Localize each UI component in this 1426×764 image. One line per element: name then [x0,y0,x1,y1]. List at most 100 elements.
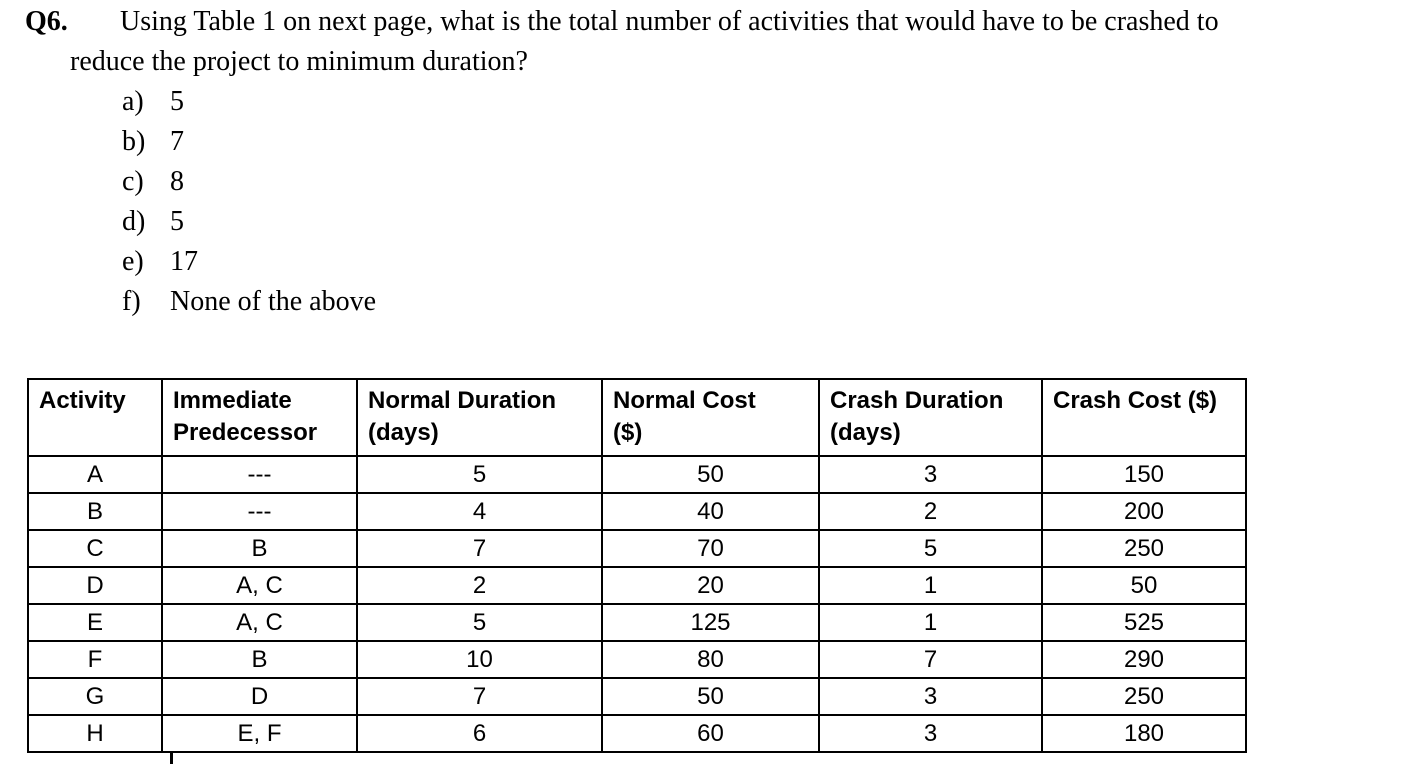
answer-options: a) 5 b) 7 c) 8 d) 5 e) 17 f) None of the above [122,82,1219,322]
option-e: e) 17 [122,242,1219,282]
cell-normal-cost: 40 [601,492,820,531]
cell-normal-duration: 6 [356,714,603,753]
header-line1: Normal Cost [613,387,756,414]
table-row: C B 7 70 5 250 [27,529,1247,568]
header-line1: Crash Duration [830,387,1004,414]
header-line2: (days) [830,419,901,446]
header-line2: (days) [368,419,439,446]
cell-normal-duration: 2 [356,566,603,605]
cell-predecessor: A, C [161,603,358,642]
question-line-1: Q6. Using Table 1 on next page, what is t… [25,2,1219,42]
table-row: H E, F 6 60 3 180 [27,714,1247,753]
cell-predecessor: D [161,677,358,716]
cell-normal-cost: 70 [601,529,820,568]
header-line1: Crash Cost ($) [1053,387,1218,414]
cell-activity: G [27,677,163,716]
option-text: 5 [170,86,184,117]
cell-activity: B [27,492,163,531]
option-c: c) 8 [122,162,1219,202]
cell-normal-duration: 10 [356,640,603,679]
column-header: Crash Duration (days) [818,378,1043,457]
cell-activity: E [27,603,163,642]
cell-crash-duration: 3 [818,677,1043,716]
cell-crash-cost: 180 [1041,714,1247,753]
cell-activity: F [27,640,163,679]
option-letter: d) [122,206,146,237]
column-header: Normal Duration (days) [356,378,603,457]
header-line2: Predecessor [173,419,318,446]
cell-crash-duration: 1 [818,566,1043,605]
table-header-row: Activity Immediate Predecessor Normal Durat… [27,378,1247,457]
table-row: F B 10 80 7 290 [27,640,1247,679]
column-header: Activity [27,378,163,457]
cell-normal-cost: 50 [601,455,820,494]
cell-normal-duration: 7 [356,529,603,568]
cell-normal-duration: 4 [356,492,603,531]
column-header: Immediate Predecessor [161,378,358,457]
option-letter: e) [122,246,144,277]
option-letter: f) [122,286,141,317]
header-line2: ($) [613,419,643,446]
cell-predecessor: B [161,529,358,568]
option-text: 5 [170,206,184,237]
activity-crash-table: Activity Immediate Predecessor Normal Durat… [27,378,1247,753]
option-text: 7 [170,126,184,157]
table-row: D A, C 2 20 1 50 [27,566,1247,605]
cell-activity: C [27,529,163,568]
cell-crash-cost: 150 [1041,455,1247,494]
cell-activity: A [27,455,163,494]
cell-normal-cost: 60 [601,714,820,753]
header-line1: Activity [39,387,126,414]
cell-predecessor: --- [161,455,358,494]
cell-crash-cost: 250 [1041,529,1247,568]
option-text: None of the above [170,286,377,317]
cell-crash-cost: 200 [1041,492,1247,531]
column-header: Normal Cost ($) [601,378,820,457]
cell-crash-duration: 3 [818,714,1043,753]
cell-predecessor: A, C [161,566,358,605]
question-block: Q6. Using Table 1 on next page, what is t… [25,2,1219,322]
cell-crash-cost: 250 [1041,677,1247,716]
cell-crash-duration: 2 [818,492,1043,531]
cell-activity: D [27,566,163,605]
cell-crash-duration: 3 [818,455,1043,494]
option-text: 8 [170,166,184,197]
cell-normal-duration: 7 [356,677,603,716]
option-text: 17 [170,246,198,277]
cell-normal-duration: 5 [356,603,603,642]
option-b: b) 7 [122,122,1219,162]
option-letter: a) [122,86,144,117]
option-d: d) 5 [122,202,1219,242]
option-a: a) 5 [122,82,1219,122]
cell-normal-cost: 20 [601,566,820,605]
question-text-line1: Using Table 1 on next page, what is the … [120,6,1219,37]
table-row: G D 7 50 3 250 [27,677,1247,716]
option-f: f) None of the above [122,282,1219,322]
header-line1: Normal Duration [368,387,557,414]
cell-normal-cost: 125 [601,603,820,642]
cell-activity: H [27,714,163,753]
question-number: Q6. [25,6,68,37]
cell-crash-cost: 525 [1041,603,1247,642]
cell-crash-duration: 5 [818,529,1043,568]
cell-crash-duration: 1 [818,603,1043,642]
header-line1: Immediate [173,387,292,414]
cell-normal-cost: 50 [601,677,820,716]
table-row: B --- 4 40 2 200 [27,492,1247,531]
cell-normal-duration: 5 [356,455,603,494]
cell-normal-cost: 80 [601,640,820,679]
cell-predecessor: --- [161,492,358,531]
table-row: A --- 5 50 3 150 [27,455,1247,494]
cell-predecessor: E, F [161,714,358,753]
cell-crash-cost: 50 [1041,566,1247,605]
cell-crash-cost: 290 [1041,640,1247,679]
text-cursor [170,752,173,764]
cell-predecessor: B [161,640,358,679]
question-text-line2: reduce the project to minimum duration? [70,46,528,77]
cell-crash-duration: 7 [818,640,1043,679]
table-row: E A, C 5 125 1 525 [27,603,1247,642]
option-letter: b) [122,126,146,157]
column-header: Crash Cost ($) [1041,378,1247,457]
option-letter: c) [122,166,144,197]
